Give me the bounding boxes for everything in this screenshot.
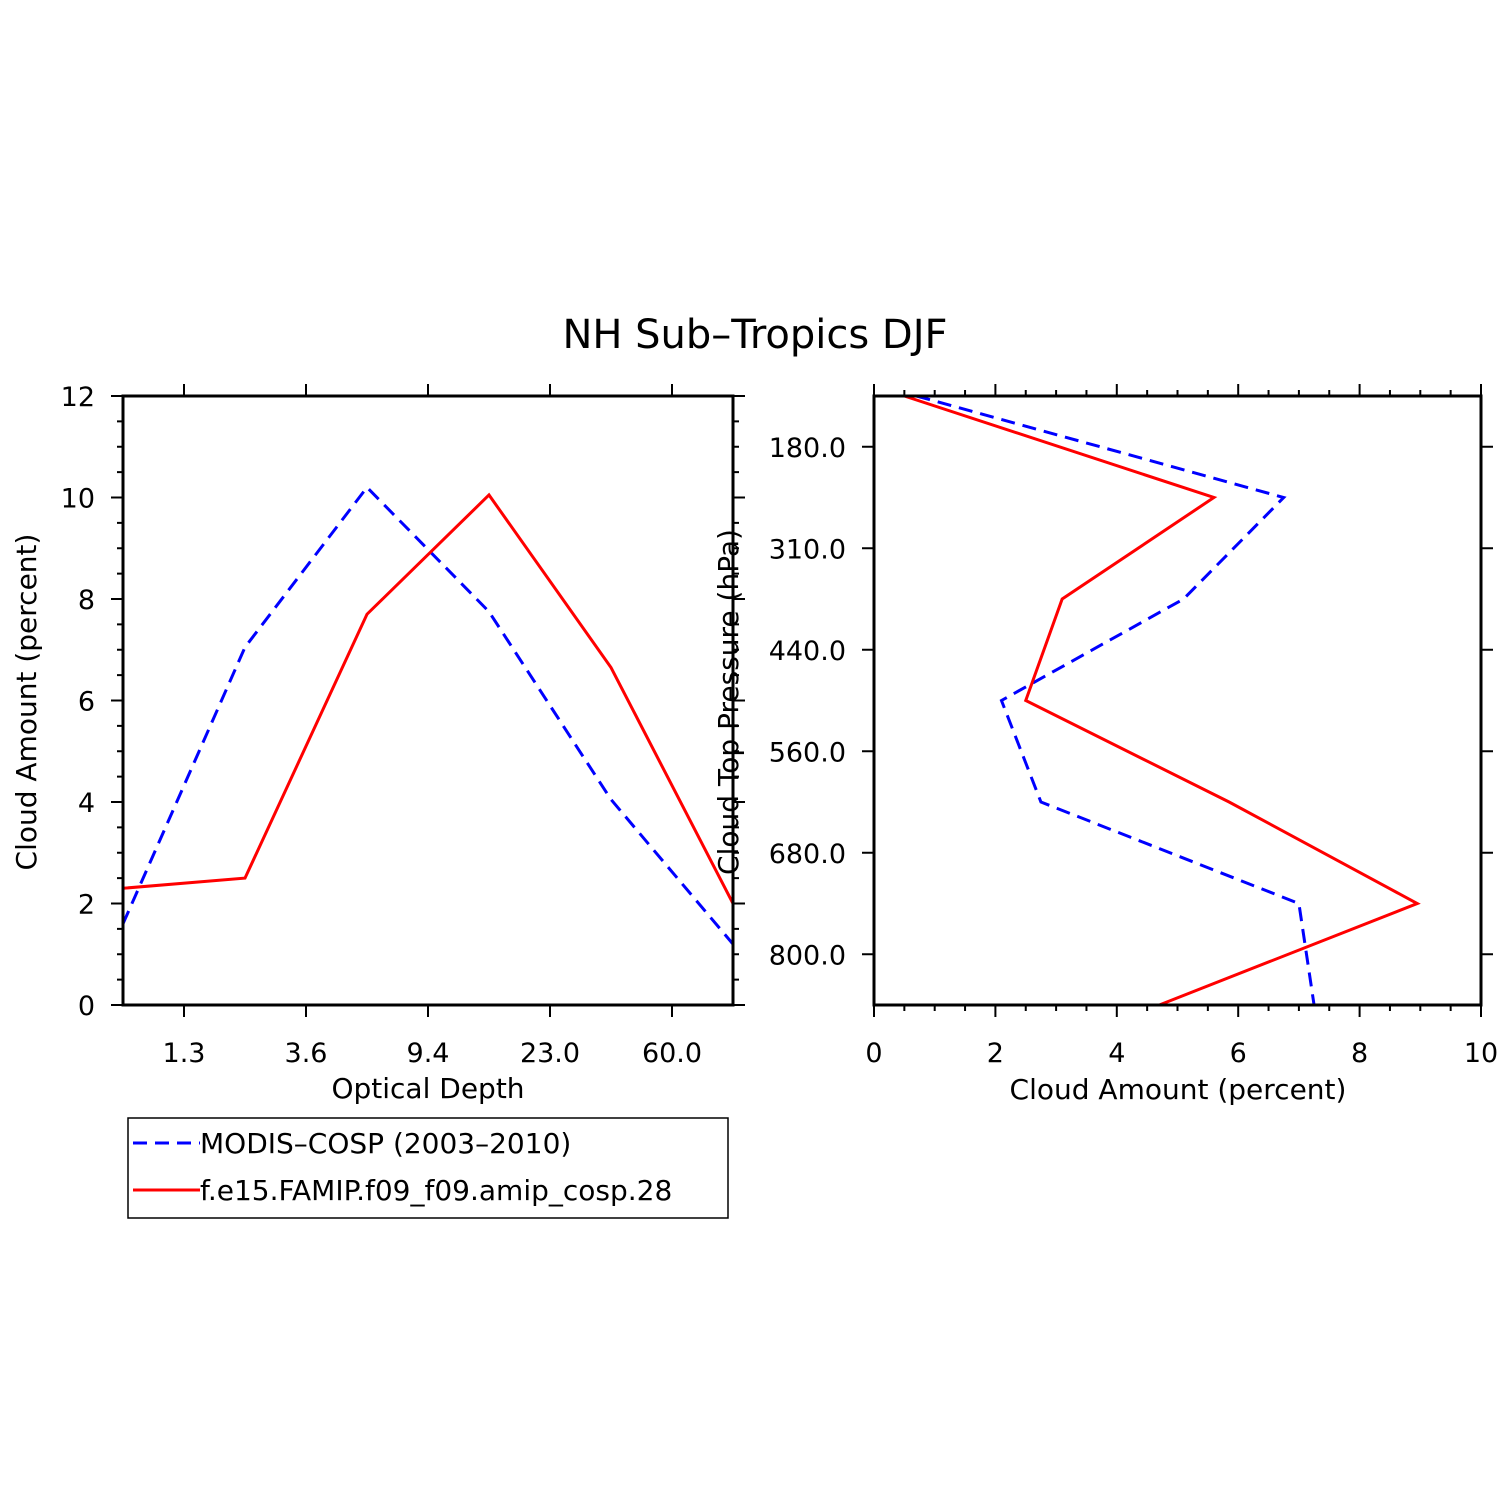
right-series-line-0 <box>916 394 1316 1006</box>
left-x-tick-label: 1.3 <box>163 1038 206 1069</box>
left-y-axis-title: Cloud Amount (percent) <box>10 534 43 871</box>
left-series-group <box>121 485 735 946</box>
right-x-tick-label: 0 <box>865 1038 882 1069</box>
right-x-tick-label: 4 <box>1108 1038 1125 1069</box>
chart-title: NH Sub–Tropics DJF <box>562 312 947 358</box>
left-y-tick-label: 12 <box>61 382 95 413</box>
right-y-tick-label: 440.0 <box>769 636 846 667</box>
right-series-group <box>903 394 1421 1007</box>
right-labels-group: 0 2 4 6 8 10 180.0 310.0 440.0 560.0 680.0 800.0 <box>769 433 1498 1069</box>
right-x-tick-label: 2 <box>987 1038 1004 1069</box>
right-series-line-1 <box>903 394 1421 1007</box>
right-x-tick-label: 10 <box>1464 1038 1498 1069</box>
left-x-tick-label: 3.6 <box>285 1038 328 1069</box>
left-labels-group: 0 2 4 6 8 10 12 1.3 3.6 9.4 23.0 60.0 <box>61 382 702 1069</box>
left-x-tick-label: 23.0 <box>520 1038 580 1069</box>
left-x-axis-title: Optical Depth <box>331 1072 524 1105</box>
right-x-tick-label: 8 <box>1351 1038 1368 1069</box>
left-y-tick-label: 6 <box>78 687 95 718</box>
right-y-tick-label: 680.0 <box>769 839 846 870</box>
right-x-axis-title: Cloud Amount (percent) <box>1010 1073 1347 1106</box>
legend-label-model: f.e15.FAMIP.f09_f09.amip_cosp.28 <box>200 1174 672 1207</box>
left-y-tick-label: 0 <box>78 991 95 1022</box>
left-y-tick-label: 2 <box>78 890 95 921</box>
legend-box <box>127 1117 729 1219</box>
right-y-tick-label: 180.0 <box>769 433 846 464</box>
left-y-tick-label: 8 <box>78 585 95 616</box>
left-series-line-1 <box>122 492 735 905</box>
left-series-line-0 <box>121 485 735 946</box>
right-y-tick-label: 560.0 <box>769 737 846 768</box>
right-y-tick-label: 310.0 <box>769 534 846 565</box>
right-plot-frame <box>872 394 1483 1007</box>
right-y-tick-label: 800.0 <box>769 940 846 971</box>
legend-label-obs: MODIS–COSP (2003–2010) <box>200 1127 571 1160</box>
right-y-axis-title: Cloud Top Pressure (hPa) <box>712 529 745 875</box>
left-x-tick-label: 9.4 <box>407 1038 450 1069</box>
legend: MODIS–COSP (2003–2010) f.e15.FAMIP.f09_f… <box>127 1117 729 1219</box>
left-panel: 0 2 4 6 8 10 12 1.3 3.6 9.4 23.0 60.0 Optical Depth… <box>10 382 745 1105</box>
left-x-tick-label: 60.0 <box>642 1038 702 1069</box>
left-y-tick-label: 4 <box>78 788 95 819</box>
right-panel: 0 2 4 6 8 10 180.0 310.0 440.0 560.0 680.0 800.0 Cl… <box>712 384 1498 1106</box>
right-x-tick-label: 6 <box>1230 1038 1247 1069</box>
left-y-tick-label: 10 <box>61 484 95 515</box>
left-plot-frame <box>121 394 735 1007</box>
